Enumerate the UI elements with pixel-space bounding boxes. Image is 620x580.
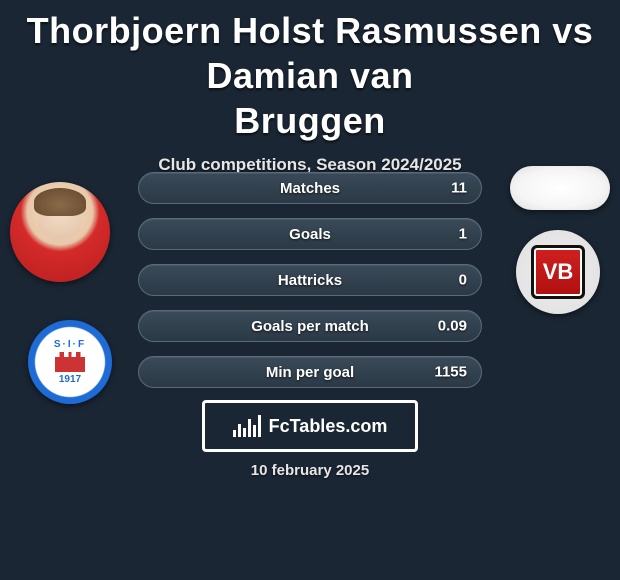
stat-right-value: 1155	[434, 364, 467, 381]
footer-site-name: FcTables.com	[269, 416, 388, 437]
stat-label: Min per goal	[266, 364, 354, 381]
title-line-2: Bruggen	[234, 100, 386, 141]
title-line-1: Thorbjoern Holst Rasmussen vs Damian van	[27, 10, 594, 96]
club-left-letters: S·I·F	[54, 339, 86, 350]
footer-logo: FcTables.com	[202, 400, 418, 452]
stat-label: Goals per match	[251, 318, 369, 335]
stat-row-matches: Matches 11	[138, 172, 482, 204]
player-right-avatar	[510, 166, 610, 210]
club-left-badge: S·I·F 1917	[28, 320, 112, 404]
stat-right-value: 0.09	[438, 318, 467, 335]
stats-panel: Matches 11 Goals 1 Hattricks 0 Goals per…	[138, 172, 482, 402]
bar-chart-icon	[233, 415, 261, 437]
club-left-castle-icon	[55, 352, 85, 372]
stat-right-value: 0	[459, 272, 467, 289]
stat-right-value: 11	[451, 180, 467, 197]
footer-date: 10 february 2025	[0, 462, 620, 479]
stat-row-min-per-goal: Min per goal 1155	[138, 356, 482, 388]
page-title: Thorbjoern Holst Rasmussen vs Damian van…	[0, 0, 620, 147]
stat-label: Goals	[289, 226, 331, 243]
stat-label: Matches	[280, 180, 340, 197]
stat-row-hattricks: Hattricks 0	[138, 264, 482, 296]
stat-label: Hattricks	[278, 272, 342, 289]
stat-row-goals-per-match: Goals per match 0.09	[138, 310, 482, 342]
stat-right-value: 1	[459, 226, 467, 243]
stat-row-goals: Goals 1	[138, 218, 482, 250]
club-right-text: VB	[531, 245, 585, 299]
player-left-avatar	[10, 182, 110, 282]
club-left-year: 1917	[59, 374, 81, 385]
club-right-badge: VB	[516, 230, 600, 314]
